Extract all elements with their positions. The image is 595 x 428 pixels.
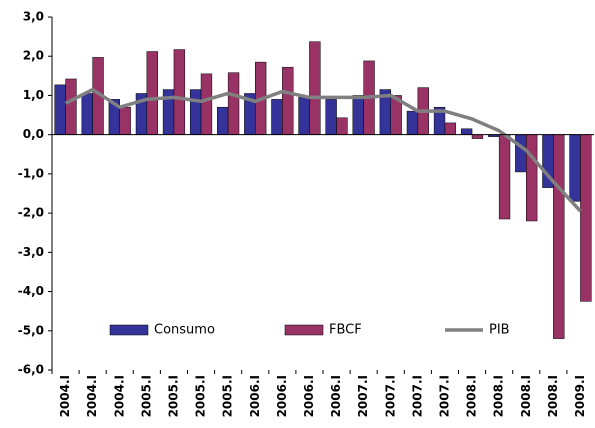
x-tick-label: 2005.I xyxy=(221,375,235,417)
x-tick-label: 2007.I xyxy=(410,375,424,417)
x-tick-label: 2007.I xyxy=(356,375,370,417)
y-tick-label: -6,0 xyxy=(18,363,44,377)
x-tick-label: 2008.I xyxy=(492,375,506,417)
bar xyxy=(580,134,592,302)
y-tick-label: 2,0 xyxy=(23,49,44,63)
bar xyxy=(460,128,473,135)
x-tick-label: 2005.I xyxy=(139,375,153,417)
y-tick-label: -4,0 xyxy=(18,284,44,298)
x-tick-label: 2006.I xyxy=(302,375,316,417)
x-tick-label: 2005.I xyxy=(166,375,180,417)
bar xyxy=(146,51,158,135)
bar xyxy=(325,99,337,135)
x-tick-label: 2006.I xyxy=(329,375,343,417)
bar xyxy=(406,110,419,135)
x-tick-label: 2006.I xyxy=(248,375,262,417)
legend-label: PIB xyxy=(489,323,510,338)
bar xyxy=(498,134,511,220)
bar xyxy=(309,41,321,135)
y-tick-label: -5,0 xyxy=(18,323,44,337)
bar xyxy=(189,89,202,135)
bar xyxy=(444,122,457,135)
x-tick-label: 2008.I xyxy=(519,375,533,417)
bar xyxy=(298,97,310,135)
x-tick-label: 2006.I xyxy=(275,375,289,417)
x-tick-label: 2008.I xyxy=(546,375,560,417)
bar xyxy=(173,49,186,135)
x-tick-label: 2004.I xyxy=(58,375,72,417)
x-tick-label: 2008.I xyxy=(465,375,479,417)
legend-label: FBCF xyxy=(329,323,362,338)
bar xyxy=(217,106,229,135)
legend-swatch xyxy=(284,324,324,336)
bar xyxy=(54,84,66,135)
x-tick-label: 2007.I xyxy=(437,375,451,417)
bar xyxy=(569,134,581,202)
bar xyxy=(271,99,283,135)
legend-label: Consumo xyxy=(154,323,215,338)
y-tick-label: -2,0 xyxy=(18,206,44,220)
bar xyxy=(352,95,364,135)
bar xyxy=(515,134,527,173)
legend-swatch xyxy=(109,324,149,336)
x-tick-label: 2009.I xyxy=(573,375,587,417)
bar xyxy=(336,117,348,135)
x-tick-label: 2005.I xyxy=(194,375,208,417)
bar xyxy=(526,134,538,222)
y-tick-label: 0,0 xyxy=(23,127,44,141)
bar xyxy=(65,78,77,135)
x-tick-label: 2007.I xyxy=(383,375,397,417)
bar xyxy=(282,66,294,135)
bar xyxy=(200,73,213,135)
x-tick-label: 2004.I xyxy=(85,375,99,417)
y-tick-label: -1,0 xyxy=(18,166,44,180)
bar xyxy=(553,134,565,339)
y-tick-label: 1,0 xyxy=(23,88,44,102)
y-tick-label: 3,0 xyxy=(23,10,44,24)
bar xyxy=(81,93,93,135)
bar xyxy=(227,72,240,135)
bar xyxy=(471,134,484,139)
line xyxy=(64,87,582,213)
y-tick-label: -3,0 xyxy=(18,245,44,259)
x-tick-label: 2004.I xyxy=(112,375,126,417)
bar xyxy=(119,106,131,135)
